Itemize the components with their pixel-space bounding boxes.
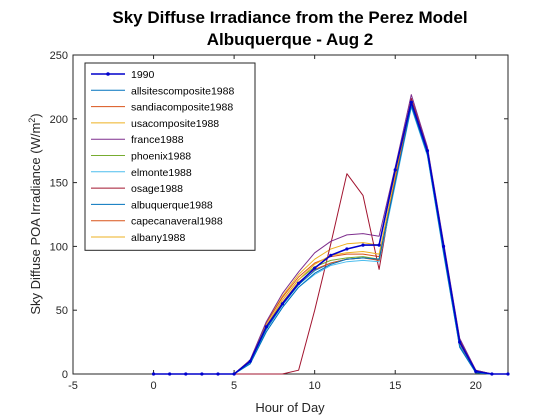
- data-point: [506, 372, 510, 376]
- x-tick-label: -5: [68, 380, 78, 392]
- data-point: [216, 372, 220, 376]
- data-point: [409, 100, 413, 104]
- legend-label-france1988: france1988: [131, 134, 184, 146]
- x-axis-label: Hour of Day: [255, 400, 325, 415]
- data-point: [474, 369, 478, 374]
- legend-label-usacomposite1988: usacomposite1988: [131, 118, 219, 130]
- y-axis-label-main: Sky Diffuse POA Irradiance (W/m: [28, 123, 43, 315]
- legend-label-sandiacomposite1988: sandiacomposite1988: [131, 102, 233, 114]
- data-point: [377, 243, 381, 247]
- data-point: [329, 253, 333, 257]
- legend: 1990 allsitescomposite1988 sandiacomposite…: [84, 62, 256, 251]
- data-point: [393, 168, 397, 172]
- legend-label-albany1988: albany1988: [131, 232, 185, 244]
- y-axis-label-superscript: 2: [27, 118, 37, 123]
- legend-label-capecanaveral1988: capecanaveral1988: [131, 216, 223, 228]
- legend-marker: [106, 72, 110, 76]
- legend-label-phoenix1988: phoenix1988: [131, 151, 191, 163]
- data-point: [184, 372, 188, 376]
- data-point: [425, 149, 430, 153]
- data-point: [296, 281, 301, 286]
- x-tick-label: 0: [150, 380, 156, 392]
- chart-title-line-2: Albuquerque - Aug 2: [207, 30, 374, 49]
- y-axis-label: Sky Diffuse POA Irradiance (W/m2): [27, 113, 43, 314]
- legend-label-albuquerque1988: albuquerque1988: [131, 199, 213, 211]
- legend-label-elmonte1988: elmonte1988: [131, 167, 192, 179]
- x-tick-label: 20: [470, 380, 482, 392]
- data-point: [458, 340, 462, 344]
- data-point: [200, 372, 204, 376]
- y-tick-label: 250: [50, 50, 68, 62]
- y-tick-label: 100: [50, 241, 68, 253]
- y-tick-label: 0: [62, 369, 68, 381]
- data-point: [345, 247, 349, 251]
- data-point: [490, 372, 494, 376]
- chart-title-line-1: Sky Diffuse Irradiance from the Perez Mo…: [112, 8, 467, 27]
- legend-label-osage1988: osage1988: [131, 183, 183, 195]
- series-lines: [151, 94, 510, 376]
- data-point: [313, 266, 317, 270]
- legend-label-allsitescomposite1988: allsitescomposite1988: [131, 85, 234, 97]
- y-axis: 0 50 100 150 200 250: [50, 50, 508, 381]
- data-point: [232, 372, 236, 376]
- y-axis-label-close: ): [28, 113, 43, 117]
- data-point: [264, 325, 268, 329]
- data-point: [151, 372, 156, 376]
- x-tick-label: 10: [309, 380, 321, 392]
- data-point: [168, 372, 172, 376]
- x-axis: -5 0 5 10 15 20: [68, 55, 482, 392]
- legend-box: [84, 62, 256, 251]
- data-point: [441, 244, 446, 248]
- data-point: [248, 359, 252, 363]
- legend-label-1990: 1990: [131, 69, 155, 81]
- data-point: [361, 243, 365, 247]
- x-tick-label: 15: [389, 380, 401, 392]
- y-tick-label: 200: [50, 114, 68, 126]
- x-tick-label: 5: [231, 380, 237, 392]
- y-tick-label: 150: [50, 178, 68, 190]
- y-tick-label: 50: [56, 305, 68, 317]
- data-point: [280, 302, 285, 306]
